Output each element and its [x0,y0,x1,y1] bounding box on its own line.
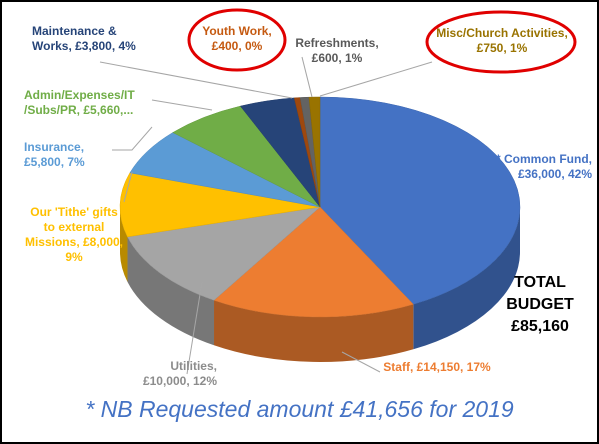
slice-side [120,207,128,282]
pie [119,96,521,363]
slice-label: * Common Fund, £36,000, 42% [496,152,592,181]
slice-side [214,300,414,363]
leader-lines [99,56,433,375]
highlight-ring [187,8,287,72]
leader-line [123,171,133,203]
highlight-ring [425,10,577,74]
slice-label: Utilities, £10,000, 12% [142,359,217,388]
slice-side [127,236,215,346]
slice [127,206,321,301]
slice [319,96,521,305]
total-annotation: TOTAL BUDGET £85,160 [506,274,574,335]
slice-label: Our 'Tithe' gifts to external Missions, … [24,205,124,264]
slice-label: Misc/Church Activities, £750, 1% [436,26,568,55]
slice-side [413,207,520,350]
leader-line [341,351,381,373]
slice-label: Staff, £14,150, 17% [383,360,491,374]
footnote: * NB Requested amount £41,656 for 2019 [85,396,514,422]
leader-line [99,61,293,99]
leader-line [319,61,433,97]
leader-line [186,281,203,375]
pie-tops [119,96,521,318]
slice-label: Youth Work, £400, 0% [202,24,272,53]
leader-line [301,56,313,98]
slice [308,96,321,208]
slice [213,206,414,318]
leader-line [151,99,213,111]
slice-label: Admin/Expenses/IT /Subs/PR, £5,660,... [24,88,135,117]
leader-line [112,126,153,151]
slice-label: Refreshments, £600, 1% [295,36,379,65]
slice-label: Insurance, £5,800, 7% [24,140,85,169]
slice-label: Maintenance & Works, £3,800, 4% [32,24,136,53]
slice [119,172,321,238]
pie-sides [120,207,520,363]
